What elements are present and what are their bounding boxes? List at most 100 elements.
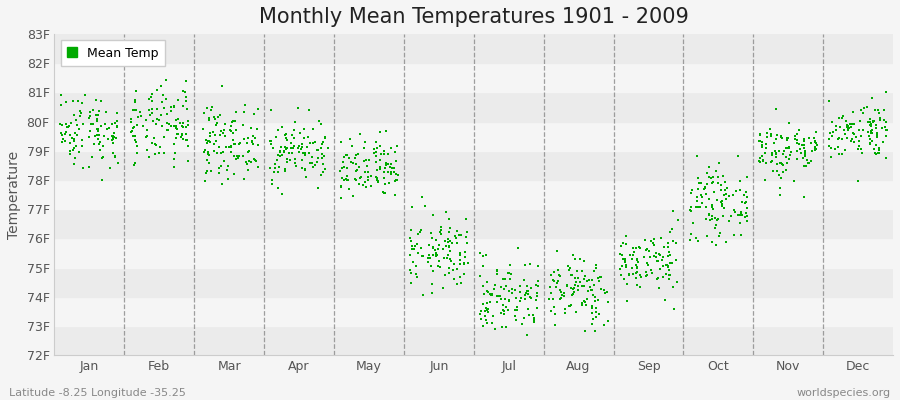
Point — [869, 133, 884, 140]
Point — [86, 120, 101, 127]
Point — [267, 160, 282, 167]
Point — [295, 165, 310, 171]
Point — [826, 128, 841, 135]
Point — [809, 145, 824, 152]
Point — [68, 130, 82, 136]
Point — [805, 148, 819, 154]
Point — [734, 232, 749, 238]
Point — [791, 127, 806, 133]
Point — [390, 143, 404, 149]
Point — [78, 92, 93, 98]
Point — [206, 128, 220, 135]
Point — [250, 142, 265, 148]
Point — [542, 296, 556, 302]
Point — [105, 137, 120, 144]
Point — [833, 124, 848, 130]
Point — [425, 234, 439, 241]
Point — [773, 185, 788, 191]
Point — [581, 277, 596, 284]
Point — [628, 244, 643, 251]
Point — [371, 178, 385, 185]
Point — [588, 328, 602, 334]
Point — [97, 121, 112, 128]
Point — [250, 106, 265, 112]
Point — [450, 240, 464, 246]
Point — [491, 293, 505, 299]
Point — [433, 264, 447, 270]
Point — [565, 292, 580, 298]
Point — [201, 138, 215, 144]
Point — [669, 240, 683, 246]
Point — [110, 122, 124, 129]
Point — [289, 163, 303, 169]
Point — [586, 292, 600, 298]
Point — [574, 283, 589, 289]
Point — [224, 123, 238, 129]
Point — [202, 138, 217, 145]
Point — [344, 159, 358, 165]
Point — [648, 250, 662, 257]
Point — [352, 164, 366, 170]
Point — [663, 252, 678, 258]
Point — [267, 161, 282, 167]
Point — [200, 140, 214, 146]
Point — [665, 226, 680, 232]
Point — [572, 256, 587, 263]
Point — [164, 104, 178, 110]
Point — [181, 143, 195, 149]
Point — [569, 309, 583, 315]
Point — [572, 286, 586, 293]
Point — [436, 255, 451, 262]
Point — [178, 130, 193, 137]
Point — [528, 282, 543, 288]
Point — [868, 107, 882, 113]
Point — [200, 105, 214, 111]
Point — [301, 134, 315, 140]
Point — [791, 141, 806, 148]
Point — [313, 145, 328, 151]
Point — [777, 148, 791, 154]
Point — [718, 179, 733, 185]
Point — [808, 144, 823, 150]
Point — [457, 270, 472, 277]
Point — [716, 212, 730, 219]
Point — [759, 140, 773, 147]
Point — [106, 134, 121, 140]
Point — [733, 186, 747, 193]
Point — [706, 174, 720, 181]
Point — [145, 110, 159, 116]
Point — [227, 141, 241, 147]
Point — [386, 168, 400, 175]
Point — [768, 140, 782, 146]
Point — [508, 286, 523, 293]
Point — [633, 272, 647, 278]
Point — [223, 143, 238, 149]
Point — [230, 156, 244, 162]
Point — [773, 160, 788, 166]
Point — [305, 164, 320, 170]
Point — [284, 132, 299, 138]
Point — [198, 177, 212, 184]
Point — [526, 312, 541, 319]
Point — [139, 117, 153, 124]
Point — [651, 275, 665, 281]
Point — [203, 168, 218, 174]
Point — [180, 136, 194, 143]
Point — [280, 145, 294, 151]
Point — [616, 256, 630, 262]
Point — [146, 118, 160, 125]
Point — [517, 314, 531, 321]
Point — [220, 176, 235, 182]
Point — [128, 107, 142, 113]
Point — [428, 251, 443, 257]
Point — [210, 150, 224, 156]
Point — [484, 292, 499, 298]
Point — [494, 324, 508, 330]
Point — [518, 277, 532, 283]
Point — [310, 147, 325, 154]
Point — [385, 165, 400, 171]
Point — [442, 242, 456, 249]
Point — [711, 180, 725, 186]
Point — [169, 135, 184, 141]
Point — [529, 297, 544, 304]
